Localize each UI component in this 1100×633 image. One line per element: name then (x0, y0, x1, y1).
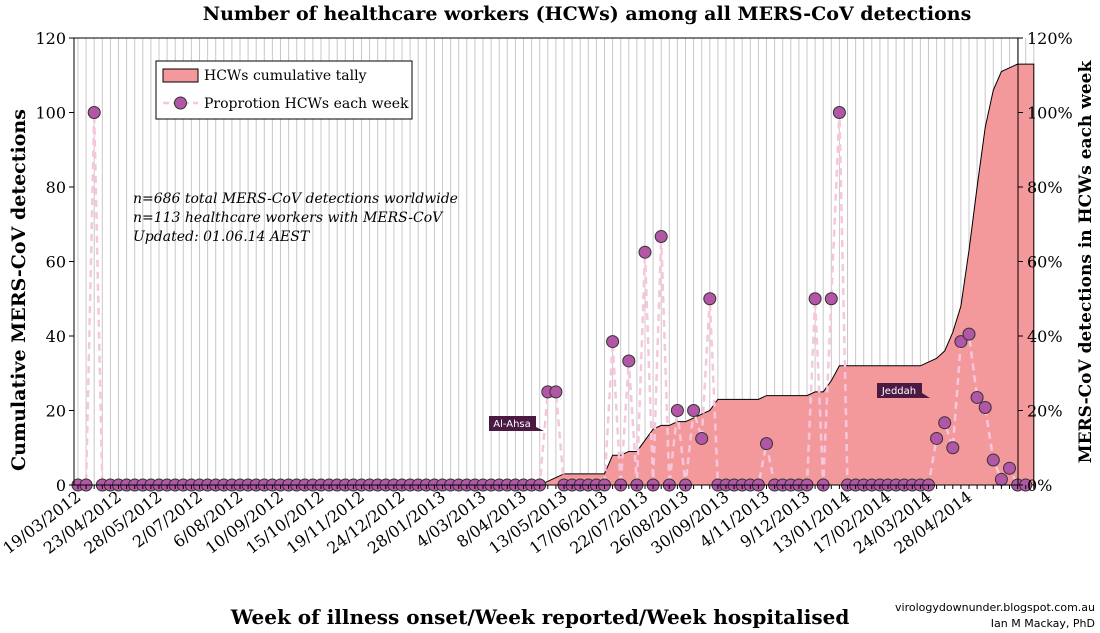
callout-al-ahsa: Al-Ahsa (489, 416, 544, 431)
left-tick-label: 0 (56, 476, 66, 495)
proportion-marker (970, 390, 984, 404)
proportion-marker (986, 453, 1000, 467)
proportion-marker (930, 431, 944, 445)
annotation-updated: Updated: 01.06.14 AEST (133, 229, 311, 245)
legend: HCWs cumulative tally Proprotion HCWs ea… (155, 60, 413, 120)
proportion-marker (1003, 461, 1016, 475)
chart-title: Number of healthcare workers (HCWs) amon… (203, 3, 972, 25)
right-tick-label: 120% (1027, 29, 1073, 48)
proportion-marker (638, 245, 652, 259)
left-tick-label: 120 (35, 29, 66, 48)
right-tick-label: 40% (1027, 327, 1063, 346)
proportion-marker (832, 106, 846, 119)
proportion-marker (938, 416, 952, 430)
callout-al-ahsa-box (489, 416, 544, 431)
proportion-marker (978, 401, 992, 415)
proportion-marker (946, 441, 960, 455)
proportion-marker (824, 292, 838, 306)
callout-jeddah: Jeddah (877, 383, 930, 398)
right-tick-label: 0% (1027, 476, 1052, 495)
proportion-marker (606, 335, 620, 349)
proportion-marker (622, 354, 636, 368)
proportion-marker (760, 437, 773, 451)
proportion-marker (695, 431, 709, 445)
proportion-marker (962, 327, 976, 341)
proportion-marker (703, 292, 717, 306)
proportion-marker (994, 472, 1008, 486)
right-tick-label: 20% (1027, 402, 1063, 421)
legend-area-label: HCWs cumulative tally (204, 68, 367, 84)
proportion-marker (549, 385, 563, 399)
left-tick-label: 40 (46, 327, 66, 346)
left-axis-ticks: 0 20 40 60 80 100 120 (35, 29, 74, 495)
legend-area-swatch (162, 68, 199, 83)
y-axis-title: Cumulative MERS-CoV detections (8, 109, 30, 471)
legend-marker-swatch (174, 96, 187, 110)
callout-al-ahsa-label: Al-Ahsa (493, 419, 531, 430)
right-tick-label: 60% (1027, 253, 1063, 272)
proportion-marker (670, 404, 684, 417)
credit-url: virologydownunder.blogspot.com.au (895, 601, 1095, 614)
legend-box (155, 60, 413, 120)
right-axis-ticks: 0% 20% 40% 60% 80% 100% 120% (1018, 29, 1073, 495)
proportion-marker (687, 404, 701, 417)
proportion-marker (87, 106, 101, 119)
callout-jeddah-label: Jeddah (881, 386, 916, 397)
left-tick-label: 60 (46, 253, 66, 272)
annotation-total: n=686 total MERS-CoV detections worldwid… (133, 191, 458, 207)
proportion-marker (654, 230, 668, 244)
x-axis-ticks: 19/03/201223/04/201228/05/20122/07/20126… (0, 485, 1035, 558)
left-tick-label: 80 (46, 178, 66, 197)
proportion-marker (954, 335, 968, 349)
left-tick-label: 100 (35, 104, 66, 123)
right-tick-label: 100% (1027, 104, 1073, 123)
proportion-marker (808, 292, 822, 306)
right-tick-label: 80% (1027, 178, 1063, 197)
callout-jeddah-box (877, 383, 930, 398)
x-axis-title: Week of illness onset/Week reported/Week… (230, 605, 850, 629)
y2-axis-title: MERS-CoV detections in HCWs each week (1076, 60, 1096, 464)
left-tick-label: 20 (46, 402, 66, 421)
credit-author: Ian M Mackay, PhD (991, 617, 1095, 630)
annotation-hcw: n=113 healthcare workers with MERS-CoV (133, 210, 444, 226)
legend-line-label: Proprotion HCWs each week (204, 96, 409, 112)
